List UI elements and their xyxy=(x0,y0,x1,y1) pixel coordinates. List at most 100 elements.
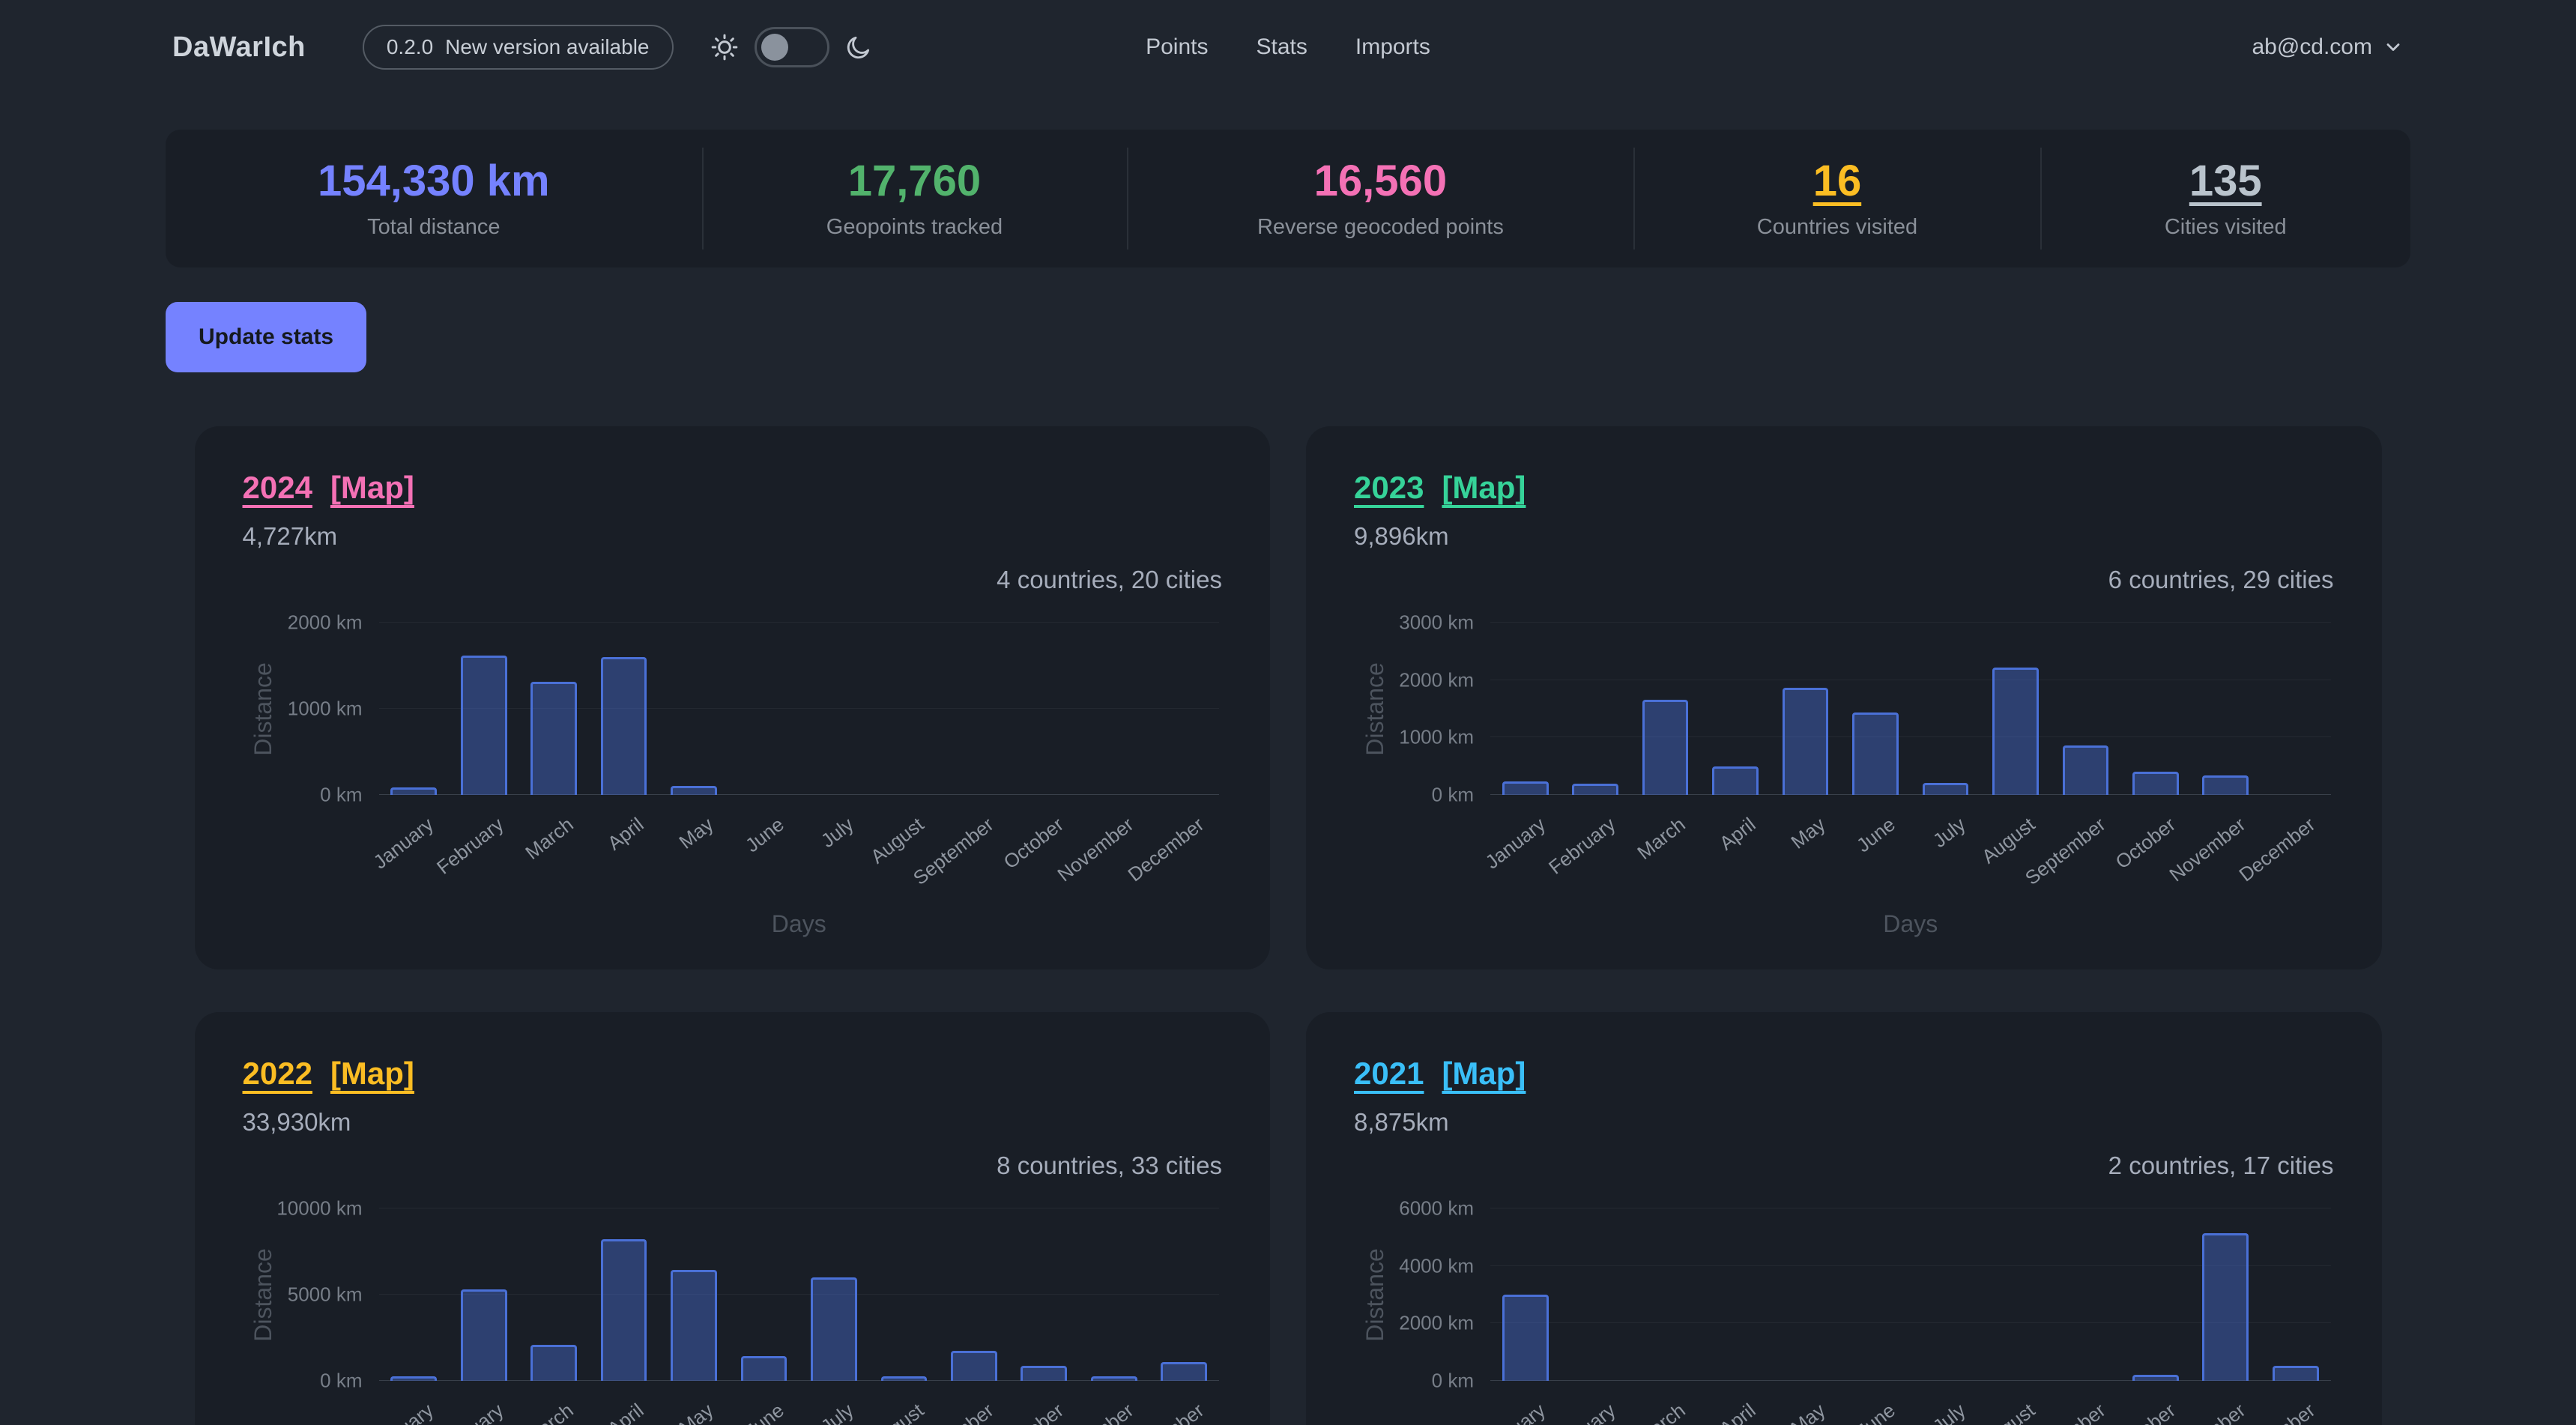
stat-countries-visited: 16 Countries visited xyxy=(1633,130,2040,267)
app-header: DaWarIch 0.2.0 New version available Poi… xyxy=(0,0,2576,94)
y-axis-tick-label: 2000 km xyxy=(1399,668,1474,692)
sun-icon xyxy=(710,32,740,62)
stat-total-distance-value: 154,330 km xyxy=(318,156,550,205)
nav-stats[interactable]: Stats xyxy=(1256,34,1307,59)
x-tick-january: January xyxy=(1481,813,1549,874)
x-axis-baseline xyxy=(378,794,1219,795)
distance-bar-chart-2023: 0 km 1000 km 2000 km 3000 km Distance January… xyxy=(1354,611,2334,946)
bars-container xyxy=(1490,623,2331,795)
year-link-2021[interactable]: 2021 xyxy=(1354,1056,1424,1091)
stat-geopoints-value: 17,760 xyxy=(847,156,982,205)
x-tick-march: March xyxy=(1633,813,1690,865)
year-link-2022[interactable]: 2022 xyxy=(242,1056,312,1091)
x-tick-january: January xyxy=(369,813,438,874)
card-title-row: 2021 [Map] xyxy=(1354,1056,2334,1095)
bar-slot xyxy=(1980,668,2050,795)
x-tick-february: February xyxy=(432,813,508,879)
card-title-row: 2024 [Map] xyxy=(243,470,1223,509)
y-gridline xyxy=(1490,1265,2331,1266)
x-tick-october: October xyxy=(1000,1399,1068,1425)
y-gridline xyxy=(1490,622,2331,623)
bar-february xyxy=(460,656,507,795)
stat-reverse-geocoded-value: 16,560 xyxy=(1313,156,1448,205)
stat-countries-visited-link[interactable]: 16 xyxy=(1812,156,1862,205)
card-title-row: 2022 [Map] xyxy=(243,1056,1223,1095)
bar-slot xyxy=(379,787,449,795)
bar-march xyxy=(1642,700,1689,795)
y-axis-tick-label: 0 km xyxy=(320,1369,363,1392)
summary-stats: 154,330 km Total distance 17,760 Geopoin… xyxy=(166,130,2410,267)
bar-july xyxy=(811,1277,857,1381)
y-axis-title: Distance xyxy=(1358,1208,1391,1381)
year-distance: 8,875km xyxy=(1354,1108,1449,1136)
y-gridline xyxy=(378,1294,1219,1295)
bar-slot xyxy=(1009,1366,1079,1381)
nav-points[interactable]: Points xyxy=(1146,34,1209,59)
bar-slot xyxy=(449,656,518,795)
bar-september xyxy=(951,1351,997,1381)
bar-slot xyxy=(1771,688,1840,795)
bar-november xyxy=(1090,1376,1137,1381)
year-summary: 8 countries, 33 cities xyxy=(997,1152,1222,1179)
bar-july xyxy=(1922,783,1969,795)
x-tick-june: June xyxy=(1852,1399,1899,1425)
map-link-2022[interactable]: [Map] xyxy=(330,1056,414,1091)
x-axis-title: Days xyxy=(1883,910,1938,937)
version-badge: 0.2.0 New version available xyxy=(362,25,674,70)
stat-cities-visited-link[interactable]: 135 xyxy=(2189,156,2262,205)
bar-march xyxy=(530,1345,577,1381)
bars-container xyxy=(379,623,1220,795)
version-number: 0.2.0 xyxy=(386,35,434,58)
y-axis-tick-label: 0 km xyxy=(1431,1369,1474,1392)
stat-reverse-geocoded-label: Reverse geocoded points xyxy=(1257,215,1504,240)
bar-slot xyxy=(729,1356,799,1381)
x-tick-march: March xyxy=(521,813,578,865)
x-tick-february: February xyxy=(1544,813,1620,879)
stat-cities-visited: 135 Cities visited xyxy=(2040,130,2410,267)
distance-bar-chart-2021: 0 km 2000 km 4000 km 6000 km Distance January… xyxy=(1354,1197,2334,1425)
x-tick-december: December xyxy=(1123,813,1209,886)
x-tick-may: May xyxy=(674,813,719,853)
bar-slot xyxy=(1149,1362,1218,1381)
x-axis-baseline xyxy=(378,1380,1219,1381)
stat-geopoints: 17,760 Geopoints tracked xyxy=(701,130,1128,267)
map-link-2024[interactable]: [Map] xyxy=(330,470,414,505)
bar-november xyxy=(2202,1233,2249,1381)
nav-imports[interactable]: Imports xyxy=(1355,34,1430,59)
distance-bar-chart-2024: 0 km 1000 km 2000 km Distance January Februar… xyxy=(243,611,1223,946)
x-tick-may: May xyxy=(1786,1399,1830,1425)
update-stats-button[interactable]: Update stats xyxy=(166,302,367,372)
year-card-2022: 2022 [Map] 33,930km 8 countries, 33 citi… xyxy=(194,1012,1270,1425)
theme-toggle[interactable] xyxy=(754,27,829,67)
bar-august xyxy=(1992,668,2039,795)
x-tick-may: May xyxy=(1786,813,1830,853)
year-link-2023[interactable]: 2023 xyxy=(1354,470,1424,505)
bar-september xyxy=(2062,745,2109,795)
y-axis-tick-label: 0 km xyxy=(1431,783,1474,806)
year-link-2024[interactable]: 2024 xyxy=(242,470,312,505)
x-tick-february: February xyxy=(1544,1399,1620,1425)
card-title-row: 2023 [Map] xyxy=(1354,470,2334,509)
x-tick-april: April xyxy=(603,813,648,855)
chart-plot-area: 0 km 2000 km 4000 km 6000 km xyxy=(1399,1197,2331,1392)
bar-slot xyxy=(939,1351,1009,1381)
bar-may xyxy=(671,1270,717,1381)
year-distance: 9,896km xyxy=(1354,522,1449,550)
bar-slot xyxy=(379,1376,449,1381)
year-summary: 2 countries, 17 cities xyxy=(2108,1152,2334,1179)
map-link-2023[interactable]: [Map] xyxy=(1442,470,1526,505)
y-axis-tick-label: 2000 km xyxy=(287,611,363,634)
bar-slot xyxy=(589,657,659,795)
x-tick-august: August xyxy=(1977,813,2040,868)
user-menu[interactable]: ab@cd.com xyxy=(2252,34,2404,60)
x-axis-labels: JanuaryFebruaryMarchAprilMayJuneJulyAugu… xyxy=(1481,1390,2331,1425)
y-axis-title-text: Distance xyxy=(250,662,276,756)
bar-slot xyxy=(1490,1295,1560,1381)
y-axis-tick-label: 5000 km xyxy=(287,1283,363,1306)
map-link-2021[interactable]: [Map] xyxy=(1442,1056,1526,1091)
y-axis-title-text: Distance xyxy=(1361,1247,1388,1342)
bar-slot xyxy=(2120,1375,2190,1381)
y-axis-tick-label: 6000 km xyxy=(1399,1196,1474,1220)
bar-october xyxy=(2132,772,2179,795)
